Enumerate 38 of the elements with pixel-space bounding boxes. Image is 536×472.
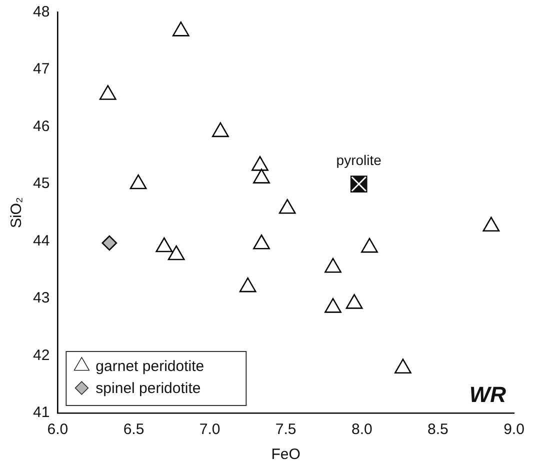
x-tick-label: 8.0: [351, 421, 372, 438]
y-tick-label: 43: [32, 290, 50, 307]
point: [394, 358, 412, 374]
point: [252, 156, 268, 171]
point: [278, 198, 296, 214]
point: [156, 237, 173, 252]
series-label: pyrolite: [336, 152, 382, 168]
y-tick-label: 47: [32, 60, 50, 78]
y-tick-label: 45: [32, 175, 50, 192]
point: [253, 234, 270, 250]
y-tick-label: 42: [32, 346, 50, 364]
x-tick-label: 6.5: [123, 421, 144, 438]
annotation: WR: [469, 382, 506, 408]
x-axis-title: FeO: [271, 446, 300, 464]
x-tick-label: 7.0: [199, 421, 220, 438]
point: [253, 168, 270, 184]
point: [168, 245, 185, 260]
y-tick-label: 41: [32, 404, 50, 422]
y-tick-label: 46: [32, 118, 50, 135]
point: [130, 174, 147, 190]
point: [172, 22, 190, 36]
x-tick-label: 8.5: [428, 421, 448, 438]
x-tick-label: 6.0: [47, 421, 68, 438]
legend-label: spinel peridotite: [96, 380, 201, 398]
x-tick-label: 9.0: [504, 421, 524, 438]
point: [212, 122, 229, 138]
point: [482, 216, 500, 232]
y-tick-label: 44: [32, 232, 50, 250]
point: [361, 238, 378, 253]
legend-label: garnet peridotite: [96, 358, 204, 376]
y-axis-title: SiO₂: [8, 197, 26, 228]
point: [99, 85, 116, 100]
point: [346, 294, 363, 309]
point: [324, 258, 342, 273]
y-tick-label: 48: [32, 3, 50, 20]
point: [324, 298, 342, 313]
point: [239, 277, 256, 292]
x-tick-label: 7.5: [275, 421, 296, 438]
